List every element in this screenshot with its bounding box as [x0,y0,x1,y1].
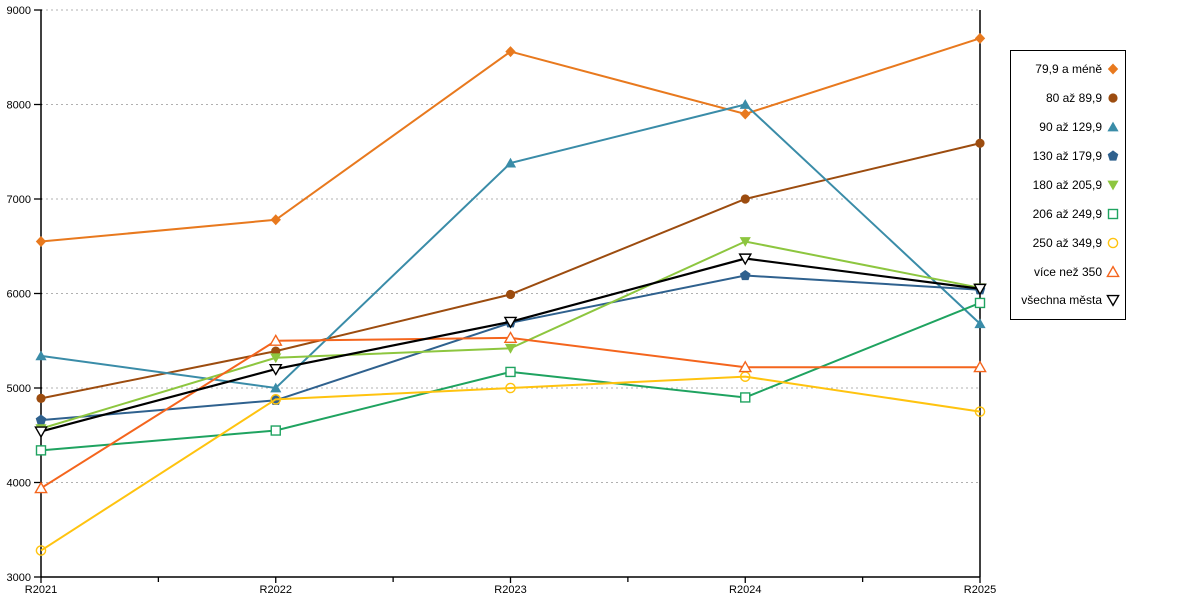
series-250-a-349-9 [35,371,986,556]
x-tick-label: R2022 [260,584,292,596]
series-206-a-249-9 [35,297,986,456]
legend-item-79-9-a-m-n: 79,9 a méně [1011,56,1125,83]
triangle-up-marker [738,360,753,373]
legend: 79,9 a méně 80 až 89,9 90 až 129,9 130 až 1… [1010,50,1126,320]
square-marker [35,445,47,456]
circle-icon [1107,237,1119,248]
triangle-up-marker [35,350,47,361]
y-tick-label: 6000 [7,289,31,301]
square-icon [1107,208,1119,220]
triangle-up-marker [270,382,282,393]
circle-icon [1108,93,1118,103]
legend-label: 130 až 179,9 [1032,149,1102,164]
pentagon-marker [35,414,47,425]
triangle-down-marker [739,237,751,247]
triangle-down-marker [268,364,283,376]
triangle-up-marker [973,360,987,373]
x-tick-label: R2023 [494,584,526,596]
diamond-marker [740,108,751,120]
triangle-down-marker [34,426,48,439]
square-marker [505,366,516,378]
y-tick-label: 5000 [7,383,31,395]
y-tick-label: 9000 [7,5,31,17]
square-icon-shape [1107,208,1119,220]
triangle-up-icon [1107,121,1119,132]
legend-item-130-a-179-9: 130 až 179,9 [1011,143,1125,170]
circle-icon-shape [1107,237,1119,248]
legend-item-v-ce-ne-350: více než 350 [1011,258,1125,285]
y-tick-label: 3000 [7,572,31,584]
legend-item-180-a-205-9: 180 až 205,9 [1011,171,1125,198]
circle-marker [975,138,985,148]
circle-marker [974,406,986,417]
series-v-ce-ne-350 [34,331,987,494]
series-line [40,375,981,552]
diamond-marker [270,214,281,226]
legend-label: všechna města [1021,293,1102,308]
circle-marker [35,545,47,556]
legend-item-90-a-129-9: 90 až 129,9 [1011,114,1125,141]
legend-label: více než 350 [1033,264,1102,279]
triangle-down-icon [1107,180,1119,191]
legend-label: 80 až 89,9 [1045,91,1102,106]
diamond-marker [505,46,516,58]
square-marker [974,297,986,309]
triangle-down-marker [973,283,987,296]
y-tick-label: 8000 [7,100,31,112]
diamond-marker [974,32,986,44]
triangle-up-marker [974,318,986,329]
square-marker [740,392,751,403]
legend-label: 206 až 249,9 [1032,206,1102,221]
triangle-down-marker [738,253,753,266]
circle-marker [740,194,750,204]
legend-item-206-a-249-9: 206 až 249,9 [1011,200,1125,227]
triangle-up-marker [34,481,48,494]
legend-label: 79,9 a méně [1035,62,1102,77]
legend-label: 250 až 349,9 [1032,235,1102,250]
circle-marker [505,289,516,300]
y-tick-label: 7000 [7,194,31,206]
circle-icon-shape [1108,93,1118,103]
x-tick-label: R2024 [729,584,761,596]
legend-label: 90 až 129,9 [1039,120,1102,135]
diamond-icon-shape [1107,63,1119,75]
pentagon-icon [1107,150,1119,161]
triangle-down-icon [1106,295,1120,308]
y-tick-label: 4000 [7,478,31,490]
series-90-a-129-9 [35,99,986,393]
diamond-icon [1107,63,1119,75]
pentagon-marker [739,269,751,281]
triangle-down-marker [504,343,517,354]
x-tick-label: R2021 [25,584,57,596]
pentagon-icon-shape [1107,150,1119,161]
triangle-down-marker [503,316,518,329]
triangle-up-icon-shape [1106,264,1120,277]
series-79-9-a-m-n [35,32,986,248]
series-80-a-89-9 [36,138,985,403]
series-v-echna-m-sta [34,253,987,439]
triangle-up-icon-shape [1107,121,1119,132]
square-marker [270,425,281,436]
circle-marker [36,393,46,403]
triangle-up-marker [268,333,283,346]
legend-item-v-echna-m-sta: všechna města [1011,287,1125,314]
series-line [40,37,981,243]
diamond-marker [35,236,47,248]
legend-item-80-a-89-9: 80 až 89,9 [1011,85,1125,112]
triangle-up-marker [503,331,518,344]
x-tick-label: R2025 [964,584,996,596]
triangle-up-icon [1106,264,1120,277]
circle-marker [270,394,282,405]
triangle-down-marker [270,353,282,364]
circle-marker [505,382,516,394]
triangle-up-marker [739,99,751,109]
triangle-up-marker [504,157,517,168]
triangle-down-icon-shape [1106,295,1120,308]
legend-label: 180 až 205,9 [1032,177,1102,192]
triangle-down-icon-shape [1107,180,1119,191]
legend-item-250-a-349-9: 250 až 349,9 [1011,229,1125,256]
